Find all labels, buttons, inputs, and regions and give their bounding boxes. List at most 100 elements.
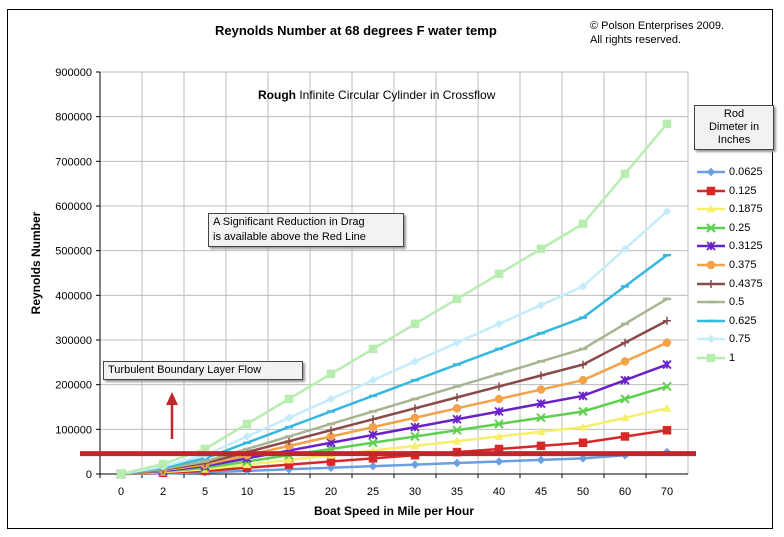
data-point (452, 294, 462, 304)
legend-swatch-marker (706, 167, 716, 177)
data-point (620, 394, 630, 404)
data-point (662, 425, 672, 435)
legend-label: 0.375 (729, 258, 757, 271)
data-point (368, 375, 378, 385)
data-point (410, 319, 420, 329)
y-tick-label: 800000 (55, 112, 92, 124)
series-line (120, 319, 668, 476)
data-point (326, 457, 336, 466)
legend-label: 0.75 (729, 333, 751, 346)
legend-title-line-1: Rod (723, 108, 745, 120)
legend-item: 0.25 (696, 219, 774, 238)
x-axis-label: Boat Speed in Mile per Hour (314, 504, 474, 518)
y-tick-label: 600000 (55, 201, 92, 213)
legend-swatch (697, 223, 725, 233)
data-point (368, 344, 378, 354)
data-point (494, 457, 504, 466)
x-tick-label: 10 (241, 486, 253, 498)
legend-swatch-marker (706, 204, 716, 213)
data-point (452, 404, 462, 413)
x-tick-label: 70 (661, 486, 673, 498)
data-point (536, 455, 546, 465)
legend-label: 0.625 (729, 314, 757, 327)
legend-swatch (697, 204, 725, 213)
y-tick-label: 500000 (55, 246, 92, 258)
legend-label: 0.3125 (729, 240, 763, 253)
series-line (120, 363, 668, 476)
y-tick-label: 700000 (55, 156, 92, 168)
legend-swatch-marker (706, 186, 716, 195)
x-tick-label: 50 (577, 486, 589, 498)
data-point (578, 454, 588, 463)
series-line (120, 428, 668, 476)
x-tick-label: 0 (118, 486, 124, 498)
legend-title: Rod Dimeter in Inches (694, 105, 774, 150)
data-point (578, 406, 588, 417)
legend-swatch-marker (706, 353, 716, 363)
data-point (326, 369, 336, 379)
data-point (494, 419, 504, 429)
data-point (536, 427, 546, 436)
x-tick-label: 20 (325, 486, 337, 498)
data-point (620, 169, 630, 179)
legend-title-line-2: Dimeter in (708, 121, 760, 133)
data-point (326, 394, 336, 404)
legend-swatch-marker (706, 334, 716, 344)
data-point (662, 381, 672, 392)
data-point (495, 382, 503, 391)
series-line (120, 407, 668, 476)
data-point (410, 441, 420, 450)
data-point (242, 419, 252, 429)
legend-item: 0.375 (696, 256, 774, 275)
legend-label: 0.0625 (729, 166, 763, 178)
copyright-notice: © Polson Enterprises 2009. All rights re… (590, 19, 724, 47)
data-point (494, 406, 504, 417)
legend-swatch (697, 241, 725, 252)
legend-item: 0.1875 (696, 200, 774, 219)
data-point (536, 385, 546, 394)
data-point (578, 282, 588, 291)
data-point (662, 359, 672, 370)
x-tick-label: 35 (451, 486, 463, 498)
x-tick-label: 45 (535, 486, 547, 498)
x-tick-label: 30 (409, 486, 421, 498)
legend-swatch (697, 186, 725, 195)
data-point (452, 338, 462, 348)
data-point (242, 432, 252, 441)
data-point (452, 414, 462, 424)
data-point (578, 438, 588, 447)
y-tick-label: 0 (86, 469, 92, 481)
series-line (120, 450, 668, 476)
data-point (452, 436, 462, 445)
data-point (579, 360, 587, 369)
legend-item: 0.5 (696, 293, 774, 312)
data-point (620, 375, 630, 385)
legend-swatch (697, 260, 725, 270)
data-point (369, 415, 377, 424)
threshold-line (80, 392, 696, 457)
data-point (494, 319, 504, 329)
legend-title-line-3: Inches (717, 134, 751, 146)
legend-item: 0.125 (696, 182, 774, 201)
data-point (410, 357, 420, 366)
y-tick-label: 900000 (55, 67, 92, 79)
chart-frame (7, 9, 773, 529)
up-arrow-head (166, 392, 178, 405)
subtitle-bold: Rough (258, 88, 296, 102)
data-point (411, 404, 419, 413)
data-point (662, 207, 672, 216)
series-line (120, 341, 668, 476)
data-point (620, 357, 630, 366)
data-point (537, 371, 545, 380)
data-point (578, 375, 588, 385)
data-point (410, 422, 420, 432)
legend-item: 0.3125 (696, 237, 774, 256)
data-point (368, 422, 378, 432)
data-point (536, 300, 546, 310)
legend-swatch (697, 300, 725, 304)
chart-subtitle: Rough Infinite Circular Cylinder in Cros… (258, 88, 495, 102)
data-point (494, 431, 504, 440)
legend-item: 0.4375 (696, 275, 774, 294)
series-0.1875 (116, 403, 672, 478)
